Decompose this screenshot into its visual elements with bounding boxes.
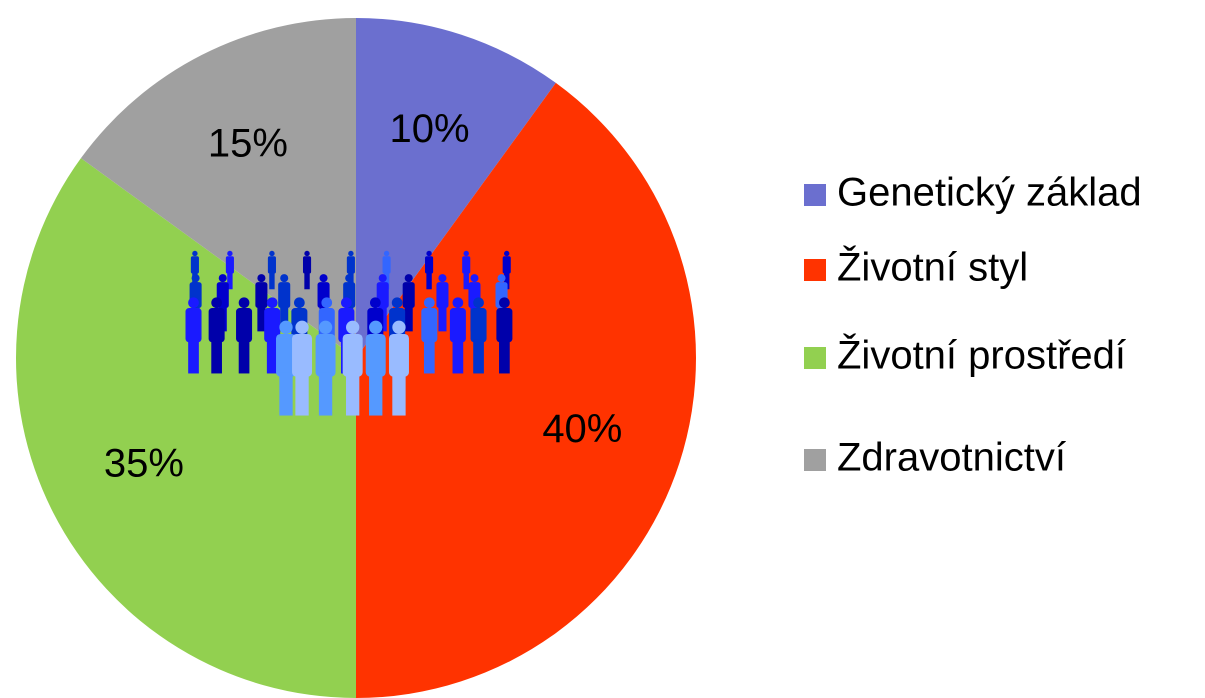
person-legs <box>319 373 332 416</box>
person-legs <box>211 339 222 373</box>
data-label: 35% <box>104 442 184 486</box>
person-head <box>269 251 274 256</box>
person-body <box>255 282 267 308</box>
person-body <box>236 308 252 342</box>
person-body <box>292 334 312 377</box>
person-head <box>348 251 353 256</box>
person-head <box>294 297 305 308</box>
person-body <box>403 282 415 308</box>
person-head <box>499 297 510 308</box>
person-head <box>392 321 405 334</box>
legend-label: Životní styl <box>837 245 1028 290</box>
person-legs <box>188 339 199 373</box>
data-label: 10% <box>390 107 470 151</box>
person-legs <box>499 339 510 373</box>
person-head <box>345 274 353 282</box>
person-head <box>405 274 413 282</box>
person-legs <box>405 306 413 332</box>
person-head <box>319 321 332 334</box>
person-body <box>471 308 487 342</box>
data-label: 15% <box>208 122 288 166</box>
legend-swatch <box>804 347 826 369</box>
legend-label: Genetický základ <box>837 171 1142 215</box>
person-body <box>209 308 225 342</box>
person-head <box>304 251 309 256</box>
person-legs <box>424 339 435 373</box>
person-legs <box>295 373 308 416</box>
person-head <box>321 297 332 308</box>
person-body <box>316 334 336 377</box>
person-legs <box>267 339 278 373</box>
person-head <box>369 321 382 334</box>
person-head <box>188 297 199 308</box>
person-legs <box>473 339 484 373</box>
person-body <box>496 308 512 342</box>
person-head <box>279 321 292 334</box>
person-body <box>191 256 199 273</box>
person-head <box>257 274 265 282</box>
person-head <box>320 274 328 282</box>
person-head <box>267 297 278 308</box>
person-body <box>343 334 363 377</box>
person-body <box>389 334 409 377</box>
person-head <box>239 297 250 308</box>
person-head <box>211 297 222 308</box>
person-legs <box>438 306 446 332</box>
person-head <box>192 274 200 282</box>
person-legs <box>279 373 292 416</box>
chart: 10% 40% 35% 15% Genetický základ Životní sty… <box>0 0 1205 698</box>
person-legs <box>369 373 382 416</box>
person-body <box>425 256 433 273</box>
person-head <box>227 251 232 256</box>
person-body <box>366 334 386 377</box>
person-head <box>346 321 359 334</box>
person-legs <box>269 272 274 289</box>
person-body <box>503 256 511 273</box>
legend-swatch <box>804 449 826 471</box>
person-head <box>473 297 484 308</box>
person-head <box>192 251 197 256</box>
person-head <box>426 251 431 256</box>
person-body <box>347 256 355 273</box>
person-head <box>341 297 352 308</box>
person-head <box>370 297 381 308</box>
person-body <box>268 256 276 273</box>
person-head <box>280 274 288 282</box>
person-body <box>462 256 470 273</box>
person-head <box>392 297 403 308</box>
person-body <box>186 308 202 342</box>
person-body <box>383 256 391 273</box>
legend-label: Zdravotnictví <box>837 436 1066 480</box>
person-head <box>498 274 506 282</box>
person-head <box>438 274 446 282</box>
person-body <box>303 256 311 273</box>
person-legs <box>453 339 464 373</box>
person-legs <box>392 373 405 416</box>
person-head <box>453 297 464 308</box>
person-legs <box>346 373 359 416</box>
person-head <box>379 274 387 282</box>
data-label: 40% <box>542 407 622 451</box>
person-head <box>504 251 509 256</box>
person-legs <box>304 272 309 289</box>
person-body <box>436 282 448 308</box>
person-head <box>295 321 308 334</box>
legend-swatch <box>804 259 826 281</box>
person-body <box>450 308 466 342</box>
person-legs <box>239 339 250 373</box>
person-body <box>278 282 290 308</box>
person-head <box>219 274 227 282</box>
person-body <box>421 308 437 342</box>
legend-label: Životní prostředí <box>837 333 1126 378</box>
person-body <box>226 256 234 273</box>
legend-swatch <box>804 184 826 206</box>
legend: Genetický základ Životní styl Životní pros… <box>804 171 1142 480</box>
person-head <box>384 251 389 256</box>
person-head <box>424 297 435 308</box>
person-legs <box>464 272 469 289</box>
person-head <box>464 251 469 256</box>
person-head <box>470 274 478 282</box>
person-legs <box>426 272 431 289</box>
